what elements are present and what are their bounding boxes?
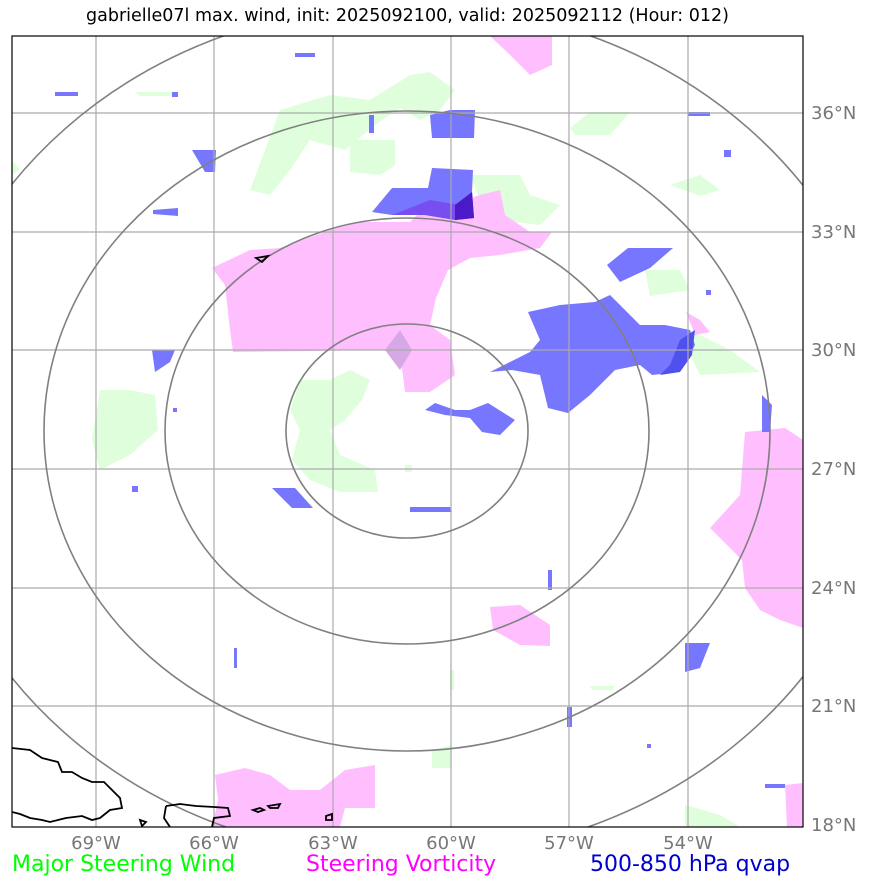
lat-label-33n: 33°N [811, 222, 857, 243]
qvap-area [152, 350, 175, 372]
lon-label-60w: 60°W [426, 833, 476, 854]
steering-vorticity-areas [212, 36, 803, 827]
wind-area [250, 72, 455, 195]
lat-label-27n: 27°N [811, 459, 857, 480]
island-coastline [250, 807, 267, 813]
wind-area [590, 686, 615, 690]
qvap-area [132, 486, 138, 492]
lat-label-30n: 30°N [811, 340, 857, 361]
qvap-area [234, 648, 237, 668]
overlap-area [392, 192, 474, 220]
overlap-area [660, 330, 695, 375]
vorticity-area [686, 312, 710, 335]
wind-area [290, 370, 378, 492]
coastlines [12, 254, 333, 827]
qvap-area [685, 643, 710, 672]
wind-area [570, 112, 630, 135]
range-rings [12, 36, 803, 827]
qvap-area [55, 92, 78, 96]
qvap-area [425, 403, 515, 435]
qvap-area [490, 295, 695, 413]
qvap-area [272, 488, 313, 508]
island-coastline [253, 254, 271, 264]
lat-label-21n: 21°N [811, 696, 857, 717]
qvap-area [765, 784, 785, 788]
lat-label-18n: 18°N [811, 815, 857, 836]
qvap-area [410, 507, 452, 512]
wind-area [432, 745, 452, 768]
range-ring [164, 217, 650, 645]
wind-area [135, 92, 180, 96]
lat-label-36n: 36°N [811, 103, 857, 124]
qvap-area [369, 115, 374, 133]
lat-label-24n: 24°N [811, 578, 857, 599]
qvap-area [192, 150, 216, 172]
wind-area [645, 270, 690, 296]
qvap-area [173, 408, 177, 412]
lon-label-69w: 69°W [71, 833, 121, 854]
vorticity-area [785, 783, 803, 827]
qvap-area [430, 110, 475, 138]
vorticity-area [710, 428, 803, 628]
plot-frame [11, 35, 804, 828]
vorticity-area [212, 765, 375, 827]
range-ring [43, 110, 771, 752]
vorticity-area [490, 605, 550, 646]
steering-wind-areas [12, 72, 760, 827]
qvap-area [153, 208, 178, 216]
island-coastline [138, 818, 148, 827]
qvap-area [295, 53, 315, 57]
overlap-area [455, 192, 474, 220]
map-title: gabrielle07l max. wind, init: 2025092100… [86, 6, 729, 26]
qvap-area [172, 92, 178, 97]
legend-steering-vorticity: Steering Vorticity [306, 852, 497, 877]
gridlines [12, 36, 803, 827]
puerto-rico-coastline [163, 803, 232, 827]
wind-area [670, 175, 720, 196]
island-coastline [266, 802, 282, 809]
qvap-area [706, 290, 711, 295]
vorticity-area [212, 190, 552, 392]
wind-area [92, 390, 158, 470]
legend-qvap: 500-850 hPa qvap [590, 852, 791, 877]
wind-area [350, 140, 395, 175]
qvap-area [724, 150, 731, 157]
vorticity-area [490, 36, 552, 75]
lon-label-63w: 63°W [308, 833, 358, 854]
lon-label-57w: 57°W [544, 833, 594, 854]
range-ring [285, 323, 529, 539]
hispaniola-coastline [12, 747, 124, 823]
lon-label-66w: 66°W [189, 833, 239, 854]
legend-steering-wind: Major Steering Wind [12, 852, 236, 877]
qvap-area [647, 744, 651, 748]
wind-area [690, 330, 760, 375]
wind-area [12, 160, 20, 175]
island-coastline [325, 812, 333, 821]
qvap-area [607, 248, 673, 282]
qvap-area [548, 570, 552, 590]
lon-label-54w: 54°W [663, 833, 713, 854]
wind-area [685, 805, 740, 827]
